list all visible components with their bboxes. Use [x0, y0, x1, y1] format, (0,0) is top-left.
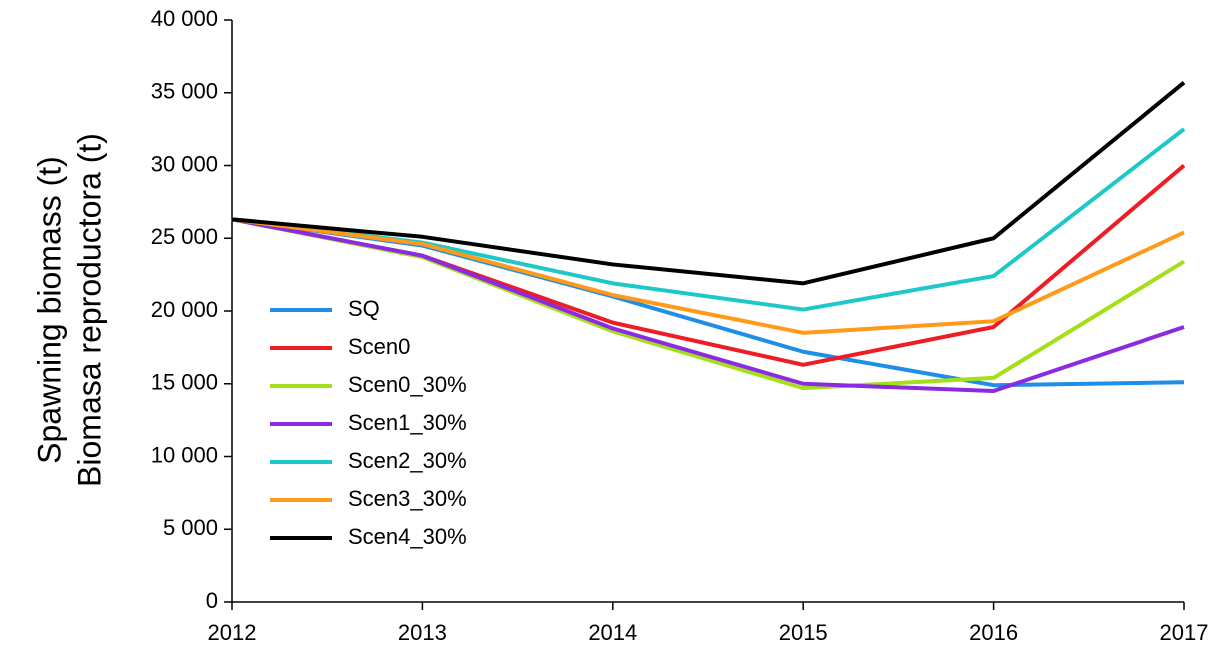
legend-label: Scen4_30%	[348, 524, 467, 549]
legend-label: Scen1_30%	[348, 410, 467, 435]
series-line	[231, 81, 1186, 286]
legend-label: Scen3_30%	[348, 486, 467, 511]
x-tick-label: 2015	[779, 620, 828, 645]
y-tick-label: 30 000	[151, 151, 218, 176]
y-tick-label: 25 000	[151, 224, 218, 249]
legend-label: Scen0	[348, 334, 410, 359]
y-tick-label: 15 000	[151, 370, 218, 395]
series-line	[231, 127, 1186, 312]
legend-label: SQ	[348, 296, 380, 321]
x-tick-label: 2017	[1160, 620, 1209, 645]
y-tick-label: 5 000	[163, 515, 218, 540]
x-tick-label: 2014	[588, 620, 637, 645]
y-axis-label: Biomasa reproductora (t)	[71, 133, 107, 487]
y-tick-label: 20 000	[151, 297, 218, 322]
x-tick-label: 2012	[208, 620, 257, 645]
x-tick-label: 2013	[398, 620, 447, 645]
y-tick-label: 0	[206, 588, 218, 613]
y-tick-label: 35 000	[151, 79, 218, 104]
series-line	[231, 217, 1185, 335]
legend-label: Scen0_30%	[348, 372, 467, 397]
x-tick-label: 2016	[969, 620, 1018, 645]
legend-label: Scen2_30%	[348, 448, 467, 473]
y-tick-label: 10 000	[151, 442, 218, 467]
y-tick-label: 40 000	[151, 6, 218, 31]
y-axis-label: Spawning biomass (t)	[31, 156, 67, 464]
series-line	[231, 217, 1185, 394]
